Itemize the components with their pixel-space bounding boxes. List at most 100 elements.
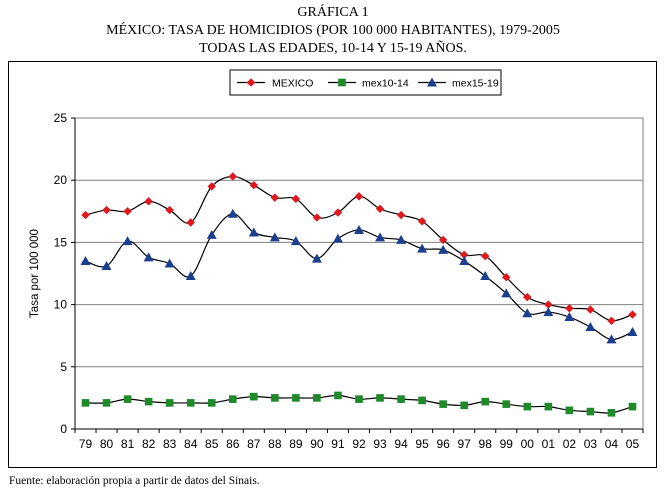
x-tick-label: 96 [436,437,450,451]
data-point-mex10-14 [144,397,153,406]
x-tick-label: 01 [542,437,556,451]
data-point-mex15-19 [227,208,238,218]
x-tick-label: 02 [563,437,577,451]
x-tick-label: 90 [310,437,324,451]
data-point-mex10-14 [355,395,363,403]
data-point-mex10-14 [207,399,216,407]
data-point-mex15-19 [101,261,112,271]
data-point-MEXICO [333,208,343,217]
x-tick-label: 05 [626,437,640,451]
data-point-mex15-19 [396,234,407,244]
x-tick-label: 04 [605,437,619,451]
x-tick-label: 88 [268,437,282,451]
data-point-mex15-19 [627,326,638,336]
data-point-mex15-19 [354,224,364,234]
data-point-mex15-19 [290,236,301,246]
data-point-MEXICO [270,193,280,202]
data-point-MEXICO [81,210,90,220]
data-point-mex10-14 [397,395,405,403]
legend-label: MEXICO [272,78,313,90]
data-point-mex10-14 [123,395,132,403]
legend-marker [246,78,256,87]
legend-marker [338,78,346,87]
data-point-mex10-14 [271,394,279,402]
data-point-MEXICO [438,235,448,245]
data-point-mex15-19 [164,258,175,268]
data-point-mex15-19 [585,321,596,331]
legend-label: mex10-14 [362,78,409,90]
data-point-mex10-14 [313,394,321,402]
chart-subtitle: TODAS LAS EDADES, 10-14 Y 15-19 AÑOS. [199,41,467,56]
x-tick-label: 03 [584,437,598,451]
x-tick-label: 81 [121,437,135,451]
data-point-MEXICO [375,204,385,214]
data-point-mex10-14 [228,395,237,403]
data-point-mex15-19 [332,233,343,243]
data-point-mex15-19 [185,270,196,280]
data-point-mex15-19 [311,253,322,263]
legend-label: mex15-19 [452,78,499,90]
x-tick-label: 97 [458,437,472,451]
plot-area [74,117,644,430]
data-point-MEXICO [249,180,259,190]
data-point-mex10-14 [502,400,511,408]
data-point-MEXICO [102,205,111,215]
data-point-mex10-14 [165,399,174,407]
data-point-mex10-14 [250,392,258,401]
data-point-mex15-19 [122,236,133,246]
data-point-mex15-19 [606,334,617,344]
data-point-MEXICO [481,251,490,261]
x-tick-label: 87 [247,437,261,451]
data-point-MEXICO [607,316,616,325]
x-tick-label: 89 [289,437,303,451]
data-point-mex15-19 [522,308,533,318]
data-point-mex15-19 [459,256,470,266]
x-tick-label: 98 [479,437,493,451]
data-point-mex15-19 [480,270,491,280]
data-point-mex10-14 [523,402,532,411]
legend-marker [427,77,437,87]
y-tick-label: 25 [54,111,68,125]
data-point-mex10-14 [628,402,637,411]
y-tick-label: 15 [54,235,68,249]
x-tick-label: 94 [394,437,408,451]
data-point-mex10-14 [607,409,616,417]
data-point-mex10-14 [102,399,111,407]
legend [229,69,502,96]
data-point-mex15-19 [417,243,428,253]
x-tick-label: 92 [352,437,366,451]
data-point-MEXICO [417,217,427,226]
data-point-mex15-19 [143,252,154,262]
data-point-MEXICO [628,310,637,319]
data-point-MEXICO [354,192,364,201]
source-note: Fuente: elaboración propia a partir de d… [9,475,260,487]
chart-frame: 0 5 10 15 20 25 79 80 81 82 83 84 85 86 87 88 89 90 91 92 93… [8,61,657,468]
data-point-MEXICO [228,172,237,181]
data-point-mex10-14 [439,400,447,408]
data-point-mex10-14 [460,401,468,410]
x-tick-label: 84 [184,437,198,451]
data-point-MEXICO [312,213,322,222]
data-point-MEXICO [123,207,132,216]
data-point-mex10-14 [292,394,300,402]
x-tick-label: 85 [205,437,219,451]
data-point-mex10-14 [418,396,426,405]
data-point-mex15-19 [80,256,91,266]
data-point-MEXICO [586,305,595,314]
x-tick-label: 91 [331,437,345,451]
x-tick-label: 86 [226,437,240,451]
data-point-mex15-19 [438,244,449,254]
data-point-mex15-19 [564,312,575,322]
data-point-mex10-14 [565,406,574,415]
y-tick-label: 5 [60,360,67,374]
data-point-MEXICO [459,250,469,260]
data-point-MEXICO [186,218,195,227]
data-point-mex15-19 [206,229,217,239]
data-point-MEXICO [396,210,406,220]
data-point-MEXICO [291,194,301,204]
data-point-mex15-19 [269,232,280,242]
y-tick-label: 20 [54,173,68,187]
data-point-MEXICO [165,205,174,215]
data-point-MEXICO [565,304,574,313]
